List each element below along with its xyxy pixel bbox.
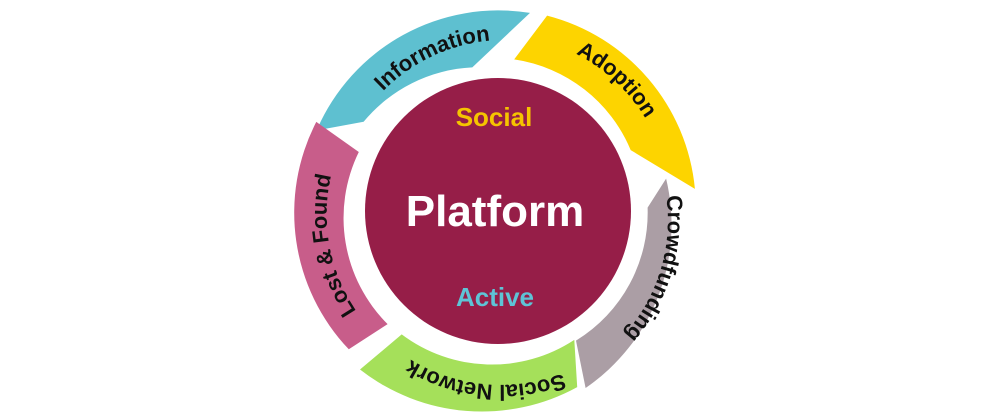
segment-lost-and-found — [294, 121, 388, 350]
center-main-label: Platform — [406, 187, 584, 236]
segment-adoption — [514, 15, 695, 189]
segment-crowdfunding — [576, 178, 672, 388]
center-bottom-label: Active — [456, 282, 534, 312]
segment-social-network — [360, 334, 578, 412]
center-top-label: Social — [456, 102, 533, 132]
segment-information — [316, 10, 530, 131]
center-hub — [365, 78, 631, 344]
